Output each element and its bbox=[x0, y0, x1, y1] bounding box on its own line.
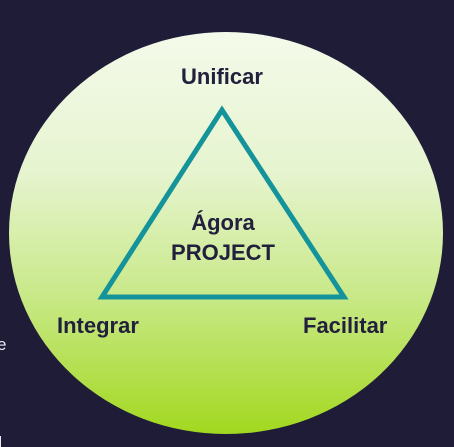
center-label-line2: PROJECT bbox=[171, 240, 275, 265]
vertex-label-right: Facilitar bbox=[303, 313, 388, 338]
edge-line-fragment bbox=[0, 436, 1, 447]
vertex-label-left: Integrar bbox=[57, 313, 139, 338]
vertex-label-top: Unificar bbox=[181, 64, 263, 89]
center-label: Ágora PROJECT bbox=[150, 208, 296, 268]
center-label-line1: Ágora bbox=[191, 210, 255, 235]
triangle-outline bbox=[97, 105, 349, 300]
gradient-circle bbox=[9, 32, 443, 434]
edge-text-fragment: e bbox=[0, 335, 7, 354]
